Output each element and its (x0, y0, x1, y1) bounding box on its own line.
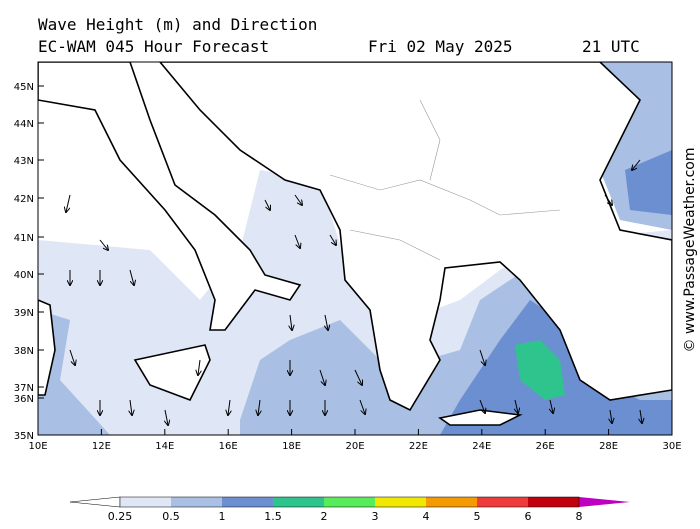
legend-label: 6 (525, 510, 532, 523)
forecast: EC-WAM 045 Hour Forecast (38, 37, 269, 56)
lon-label: 26E (536, 441, 555, 452)
lon-label: 22E (409, 441, 428, 452)
lat-label: 42N (14, 194, 34, 205)
lon-label: 18E (282, 441, 301, 452)
lat-label: 35N (14, 431, 34, 442)
watermark: © www.PassageWeather.com (682, 147, 698, 352)
map (38, 62, 672, 435)
lon-label: 30E (662, 441, 681, 452)
lat-label: 38N (14, 346, 34, 357)
lat-label: 39N (14, 308, 34, 319)
lon-label: 24E (472, 441, 491, 452)
colorbar (69, 496, 630, 508)
lon-label: 12E (92, 441, 111, 452)
lon-label: 16E (219, 441, 238, 452)
lat-label: 43N (14, 156, 34, 167)
lon-label: 14E (155, 441, 174, 452)
date: Fri 02 May 2025 (368, 37, 513, 56)
lat-label: 41N (14, 233, 34, 244)
lat-label: 40N (14, 270, 34, 281)
lon-label: 20E (345, 441, 364, 452)
legend-label: 0.25 (108, 510, 133, 523)
lon-label: 10E (28, 441, 47, 452)
wave-arrows (66, 159, 642, 425)
lon-label: 28E (599, 441, 618, 452)
legend-label: 2 (321, 510, 328, 523)
lat-label: 44N (14, 119, 34, 130)
legend-label: 3 (372, 510, 379, 523)
legend-label: 0.5 (162, 510, 180, 523)
lat-label: 36N (14, 394, 34, 405)
lat-label: 37N (14, 383, 34, 394)
time: 21 UTC (582, 37, 640, 56)
legend-label: 1.5 (264, 510, 282, 523)
legend-label: 4 (423, 510, 430, 523)
lat-label: 45N (14, 82, 34, 93)
title: Wave Height (m) and Direction (38, 15, 317, 34)
legend-label: 5 (474, 510, 481, 523)
legend-label: 8 (576, 510, 583, 523)
legend-label: 1 (219, 510, 226, 523)
